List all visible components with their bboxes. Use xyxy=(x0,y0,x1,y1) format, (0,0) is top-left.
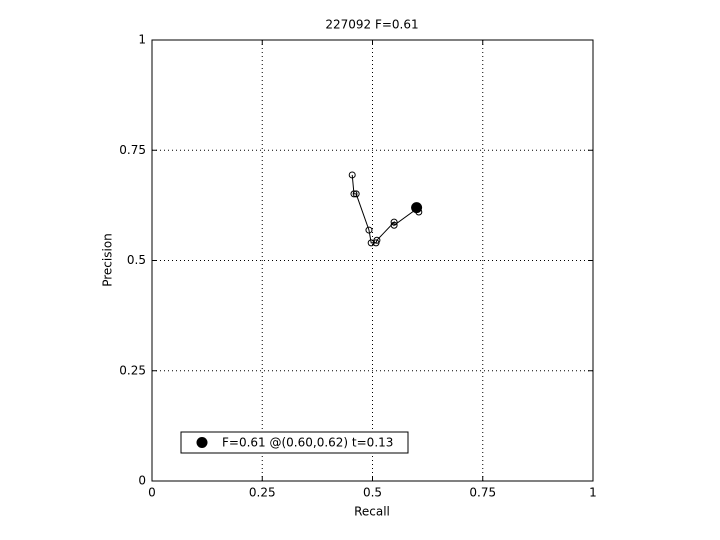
x-tick-label: 0.75 xyxy=(469,486,496,500)
x-tick-label: 1 xyxy=(589,486,597,500)
point xyxy=(390,221,398,229)
point xyxy=(352,190,360,198)
x-tick-label: 0.25 xyxy=(249,486,276,500)
axes-box xyxy=(151,39,594,482)
y-tick-label: 0.25 xyxy=(119,363,146,377)
x-tick-label: 0 xyxy=(148,486,156,500)
legend-box xyxy=(180,431,409,454)
x-axis-label: Recall xyxy=(354,505,390,519)
point xyxy=(373,236,381,244)
y-tick-label: 0.75 xyxy=(119,143,146,157)
point xyxy=(367,239,375,247)
point xyxy=(350,190,358,198)
best-point xyxy=(411,202,423,214)
legend-label: F=0.61 @(0.60,0.62) t=0.13 xyxy=(222,436,393,450)
chart-title: 227092 F=0.61 xyxy=(325,18,418,32)
point xyxy=(390,218,398,226)
y-tick-label: 1 xyxy=(138,33,146,47)
x-tick-label: 0.5 xyxy=(363,486,382,500)
point xyxy=(365,226,373,234)
y-tick-label: 0.5 xyxy=(127,253,146,267)
y-axis-label: Precision xyxy=(101,233,115,287)
y-tick-label: 0 xyxy=(138,474,146,488)
point xyxy=(348,171,356,179)
legend-marker xyxy=(196,437,208,448)
